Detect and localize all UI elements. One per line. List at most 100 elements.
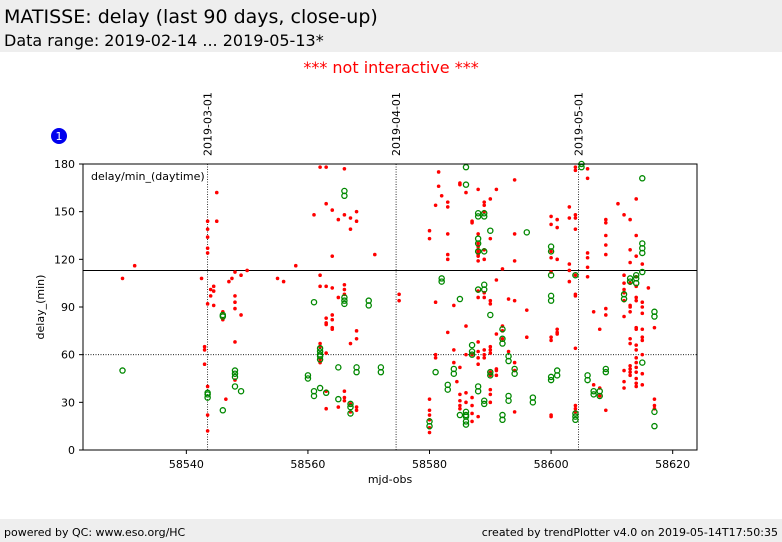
red-dot-point — [567, 268, 572, 273]
red-dot-point — [488, 348, 493, 352]
red-dot-point — [202, 348, 207, 352]
green-ring-point — [341, 297, 348, 304]
page-badge[interactable]: 1 — [51, 128, 67, 144]
red-dot-point — [652, 403, 657, 408]
y-tick-label: 180 — [54, 158, 75, 171]
header-bar: MATISSE: delay (last 90 days, close-up) … — [0, 0, 782, 52]
y-axis-label: delay_(min) — [34, 275, 47, 340]
axes: 0 30 60 90 120 150 180 58540 58560 58580 58600 5862… — [54, 158, 698, 471]
green-ring-point — [304, 375, 312, 382]
red-dot-point — [585, 275, 590, 279]
green-ring-point — [231, 373, 239, 381]
red-dot-point — [652, 397, 657, 401]
green-ring-point — [487, 311, 494, 319]
red-dot-point — [205, 251, 210, 255]
green-ring-point — [572, 271, 579, 279]
date-marker-label: 2019-03-01 — [202, 92, 215, 156]
y-tick-label: 0 — [68, 444, 75, 457]
green-ring-point — [231, 370, 239, 377]
green-ring-point — [547, 297, 555, 304]
red-dot-point — [476, 349, 480, 354]
green-ring-point — [341, 300, 348, 308]
red-dot-point — [591, 309, 596, 314]
red-dot-point — [555, 217, 559, 222]
green-ring-point — [316, 353, 324, 360]
red-dot-point — [464, 400, 468, 405]
red-dot-point — [476, 356, 480, 360]
red-dot-point — [573, 216, 578, 220]
red-dot-point — [436, 184, 441, 189]
badge-label[interactable]: 1 — [56, 130, 63, 143]
red-dot-point — [342, 287, 347, 292]
red-dot-point — [445, 200, 450, 204]
red-dot-point — [549, 335, 553, 339]
green-ring-point — [499, 325, 506, 333]
red-dot-point — [634, 298, 639, 303]
red-dot-point — [488, 197, 493, 201]
green-ring-point — [547, 376, 555, 384]
green-ring-point — [322, 389, 330, 397]
green-ring-point — [341, 294, 348, 301]
green-ring-point — [474, 248, 482, 255]
red-dot-point — [640, 305, 645, 309]
green-ring-point — [626, 278, 634, 285]
badge-circle[interactable] — [51, 128, 67, 144]
red-dot-point — [342, 389, 347, 394]
red-dot-point — [640, 383, 645, 387]
red-dot-point — [452, 360, 456, 365]
red-dot-point — [397, 298, 401, 303]
red-dot-point — [120, 276, 125, 281]
red-dot-point — [628, 248, 632, 252]
red-dot-point — [445, 252, 450, 257]
red-dot-point — [573, 165, 578, 169]
red-dot-point — [324, 351, 328, 355]
red-dot-point — [555, 327, 559, 332]
red-dot-point — [476, 340, 480, 344]
red-dot-point — [628, 336, 632, 341]
red-dot-point — [482, 352, 487, 357]
green-ring-point — [499, 416, 506, 424]
data-range-subtitle: Data range: 2019-02-14 ... 2019-05-13* — [4, 31, 324, 50]
red-dot-point — [427, 236, 432, 241]
red-dot-point — [342, 395, 347, 400]
red-dot-point — [555, 225, 559, 230]
red-dot-point — [342, 282, 347, 287]
red-dot-point — [458, 403, 462, 408]
red-dot-point — [512, 298, 517, 303]
green-ring-point — [505, 357, 512, 365]
red-dot-point — [512, 178, 517, 182]
red-dot-point — [470, 411, 474, 416]
green-ring-point — [480, 400, 488, 408]
red-dot-point — [585, 255, 590, 260]
red-dot-point — [464, 190, 468, 195]
red-dot-point — [634, 295, 639, 300]
delay-scatter-chart: 2019-03-01 2019-04-01 2019-05-01 030609012… — [34, 92, 698, 486]
green-ring-point — [480, 248, 488, 255]
red-dot-point — [470, 220, 474, 225]
red-dot-point — [233, 270, 237, 274]
red-dot-point — [458, 398, 462, 403]
red-dot-point — [458, 365, 462, 370]
red-dot-point — [233, 340, 237, 344]
red-dot-point — [324, 284, 328, 289]
red-dot-point — [354, 219, 359, 223]
green-ring-point — [456, 295, 464, 303]
footer-bar: powered by QC: www.eso.org/HC created by… — [0, 519, 782, 542]
red-dot-point — [132, 263, 137, 268]
green-ring-point — [553, 372, 561, 379]
red-dot-point — [604, 306, 608, 311]
red-dot-point — [573, 346, 578, 351]
red-dot-point — [205, 384, 210, 389]
red-dot-point — [342, 398, 347, 403]
red-dot-point — [488, 400, 493, 405]
red-dot-point — [604, 243, 608, 247]
red-dot-point — [634, 343, 639, 347]
red-dot-point — [646, 286, 651, 290]
red-dot-point — [567, 262, 572, 266]
red-dot-point — [452, 348, 456, 352]
red-dot-point — [427, 397, 432, 401]
red-dot-point — [433, 203, 438, 208]
red-dot-point — [573, 294, 578, 298]
green-ring-point — [462, 421, 470, 428]
red-dot-point — [348, 216, 353, 220]
